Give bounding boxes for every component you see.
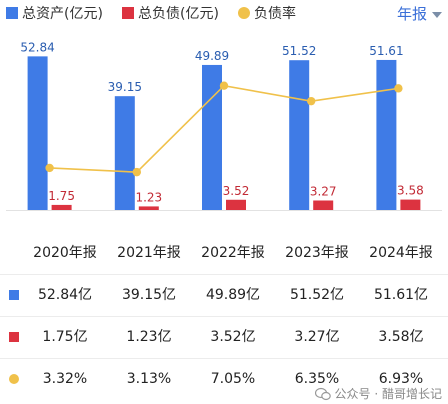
bar-liabilities — [138, 206, 159, 210]
wechat-icon — [314, 387, 331, 400]
bar-assets — [202, 64, 222, 210]
table-header-cell: 2022年报 — [201, 245, 265, 261]
ratio-point — [219, 81, 229, 90]
table-cell: 1.23亿 — [126, 329, 172, 345]
table-cell: 3.58亿 — [378, 329, 424, 345]
bar-label-assets: 39.15 — [108, 80, 142, 94]
legend-label-assets: 总资产(亿元) — [22, 6, 103, 22]
legend-item-liabilities[interactable]: 总负债(亿元) — [122, 5, 219, 22]
table-divider — [0, 358, 448, 359]
legend-item-ratio[interactable]: 负债率 — [238, 5, 296, 22]
row-marker-ratio — [9, 374, 19, 384]
legend-swatch-assets — [6, 7, 18, 19]
table-cell: 39.15亿 — [121, 287, 177, 303]
row-marker-liabilities — [9, 332, 19, 342]
legend-item-assets[interactable]: 总资产(亿元) — [6, 5, 103, 22]
legend-label-ratio: 负债率 — [254, 6, 296, 22]
bar-label-liabilities: 1.75 — [48, 189, 75, 203]
bar-label-assets: 51.52 — [282, 44, 316, 58]
bar-liabilities — [226, 199, 246, 210]
ratio-point — [394, 84, 403, 93]
table-header-cell: 2024年报 — [369, 245, 433, 261]
ratio-line — [49, 84, 399, 173]
legend-swatch-liabilities — [122, 7, 134, 19]
table-cell: 3.52亿 — [210, 329, 256, 345]
table-cell: 7.05% — [210, 371, 256, 387]
table-header-cell: 2023年报 — [285, 245, 349, 261]
table-divider — [0, 316, 448, 317]
bar-label-assets: 51.61 — [369, 44, 403, 58]
table-cell: 51.61亿 — [373, 287, 429, 303]
legend-swatch-ratio — [238, 7, 250, 19]
period-selector-label: 年报 — [396, 5, 427, 23]
chart-legend: 总资产(亿元) 总负债(亿元) 负债率 — [6, 0, 446, 26]
chevron-down-icon — [432, 11, 442, 18]
watermark: 公众号 · 醋哥增长记 — [314, 385, 442, 402]
table-cell: 3.32% — [42, 371, 88, 387]
table-cell: 6.35% — [294, 371, 340, 387]
bar-label-liabilities: 3.52 — [223, 184, 250, 198]
data-table: 2020年报 2021年报 2022年报 2023年报 2024年报 52.84… — [0, 232, 448, 400]
table-cell: 49.89亿 — [205, 287, 261, 303]
ratio-point — [132, 167, 141, 177]
bar-assets — [114, 96, 135, 210]
bar-assets — [376, 59, 397, 211]
bar-liabilities — [400, 199, 421, 210]
table-cell: 51.52亿 — [289, 287, 345, 303]
table-cell: 1.75亿 — [42, 329, 88, 345]
bar-label-assets: 49.89 — [195, 49, 229, 63]
table-cell: 3.13% — [126, 371, 172, 387]
table-divider — [0, 274, 448, 275]
table-cell: 3.27亿 — [294, 329, 340, 345]
bar-label-liabilities: 1.23 — [135, 190, 162, 204]
combo-chart: 52.84 1.75 39.15 1.23 49.89 3.52 51.52 3.27 51.6… — [6, 40, 442, 211]
table-header-row: 2020年报 2021年报 2022年报 2023年报 2024年报 — [0, 232, 448, 274]
period-selector[interactable]: 年报 — [397, 3, 442, 24]
legend-label-liabilities: 总负债(亿元) — [138, 6, 219, 22]
ratio-point — [307, 96, 316, 106]
row-marker-assets — [9, 290, 19, 300]
table-row-liabilities: 1.75亿 1.23亿 3.52亿 3.27亿 3.58亿 — [0, 316, 448, 358]
table-cell: 52.84亿 — [37, 287, 93, 303]
table-row-assets: 52.84亿 39.15亿 49.89亿 51.52亿 51.61亿 — [0, 274, 448, 316]
bar-assets — [27, 56, 48, 211]
watermark-text: 公众号 · 醋哥增长记 — [334, 387, 442, 401]
bar-label-liabilities: 3.58 — [397, 184, 424, 198]
bar-liabilities — [313, 200, 334, 210]
table-header-cell: 2021年报 — [117, 245, 181, 261]
bar-assets — [289, 60, 310, 210]
table-header-cell: 2020年报 — [33, 245, 97, 261]
bar-label-assets: 52.84 — [20, 40, 54, 54]
table-cell: 6.93% — [378, 371, 424, 387]
bar-liabilities — [51, 204, 72, 210]
ratio-point — [45, 163, 54, 173]
bar-label-liabilities: 3.27 — [310, 184, 337, 198]
table-row-ratio: 3.32% 3.13% 7.05% 6.35% 6.93% — [0, 358, 448, 400]
